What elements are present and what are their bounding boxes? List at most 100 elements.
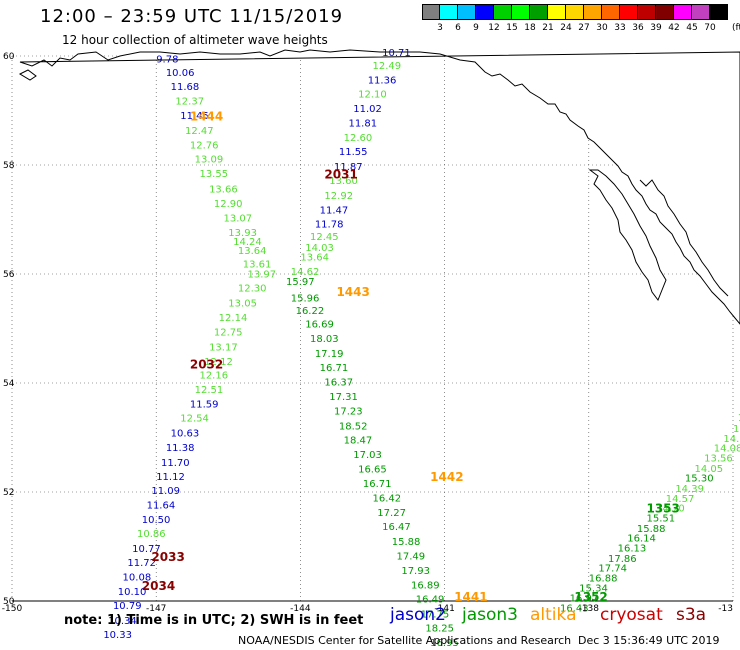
scale-label: 30 bbox=[596, 23, 608, 33]
wave-height-value: 13.55 bbox=[199, 169, 228, 180]
wave-height-value: 16.47 bbox=[382, 522, 411, 533]
wave-height-value: 11.12 bbox=[156, 472, 185, 483]
wave-height-value: 12.75 bbox=[214, 328, 243, 339]
pass-time-label: 1441 bbox=[454, 590, 487, 604]
wave-height-value: 12.10 bbox=[358, 89, 387, 100]
wave-height-value: 17.27 bbox=[377, 508, 406, 519]
scale-label: 27 bbox=[578, 23, 590, 33]
wave-height-value: 17.31 bbox=[329, 392, 358, 403]
wave-height-value: 18.47 bbox=[344, 435, 373, 446]
scale-label: 12 bbox=[488, 23, 500, 33]
wave-height-value: 10.77 bbox=[132, 544, 161, 555]
wave-height-value: 11.09 bbox=[151, 486, 180, 497]
latitude-label: 58 bbox=[3, 161, 15, 171]
scale-swatch bbox=[638, 4, 656, 20]
scale-label: 70 bbox=[704, 23, 716, 33]
pass-time-label: 1353 bbox=[646, 502, 679, 516]
wave-height-value: 11.72 bbox=[127, 558, 156, 569]
wave-height-value: 13.64 bbox=[300, 252, 329, 263]
wave-height-value: 18.03 bbox=[310, 334, 339, 345]
wave-height-value: 15.30 bbox=[685, 474, 714, 485]
satellite-legend-jason2: jason2 bbox=[390, 605, 446, 625]
scale-label: 3 bbox=[437, 23, 443, 33]
wave-height-value: 16.97 bbox=[570, 594, 599, 605]
longitude-label: -13 bbox=[718, 604, 733, 614]
wave-height-value: 10.79 bbox=[113, 601, 142, 612]
scale-label: 21 bbox=[542, 23, 554, 33]
pass-time-label: 1444 bbox=[190, 109, 223, 123]
pass-time-label: 2034 bbox=[142, 579, 175, 593]
scale-swatch bbox=[620, 4, 638, 20]
scale-swatch bbox=[674, 4, 692, 20]
wave-height-value: 11.02 bbox=[353, 104, 382, 115]
wave-height-value: 13.09 bbox=[195, 154, 224, 165]
inner-coast-detail bbox=[639, 179, 729, 297]
wave-height-value: 10.06 bbox=[166, 68, 195, 79]
wave-height-value: 17.19 bbox=[315, 349, 344, 360]
coastline bbox=[18, 49, 740, 325]
generation-timestamp: Dec 3 15:36:49 UTC 2019 bbox=[578, 634, 720, 647]
scale-label: 39 bbox=[650, 23, 662, 33]
scale-swatch bbox=[710, 4, 728, 20]
wave-height-value: 16.71 bbox=[363, 479, 392, 490]
satellite-legend-altika: altika bbox=[530, 605, 577, 625]
wave-height-value: 15.97 bbox=[286, 277, 315, 288]
wave-height-value: 11.38 bbox=[166, 443, 195, 454]
scale-swatch bbox=[458, 4, 476, 20]
latitude-label: 60 bbox=[3, 52, 15, 62]
pass-time-label: 2033 bbox=[151, 550, 184, 564]
wave-height-value: 16.71 bbox=[320, 363, 349, 374]
wave-height-value: 11.68 bbox=[171, 82, 200, 93]
wave-height-value: 10.63 bbox=[171, 428, 200, 439]
wave-height-value: 10.08 bbox=[123, 572, 152, 583]
scale-label: 15 bbox=[506, 23, 518, 33]
graticule bbox=[11, 55, 734, 602]
wave-height-value: 12.54 bbox=[180, 414, 209, 425]
wave-height-value: 12.12 bbox=[204, 357, 233, 368]
wave-height-value: 12.51 bbox=[195, 385, 224, 396]
wave-height-value: 13.97 bbox=[248, 269, 277, 280]
wave-height-value: 11.45 bbox=[180, 111, 209, 122]
scale-label: 45 bbox=[686, 23, 698, 33]
wave-height-value: 10.34 bbox=[108, 616, 137, 627]
wave-height-value: 16.95 bbox=[430, 638, 459, 649]
wave-height-value: 17.86 bbox=[608, 554, 637, 565]
wave-height-value: 14.24 bbox=[233, 237, 262, 248]
scale-swatch bbox=[512, 4, 530, 20]
wave-height-value: 11.64 bbox=[147, 500, 176, 511]
scale-label: 36 bbox=[632, 23, 644, 33]
wave-height-value: 13.16 bbox=[733, 424, 740, 435]
satellite-legend-s3a: s3a bbox=[676, 605, 707, 625]
scale-label: 18 bbox=[524, 23, 536, 33]
wave-height-value: 16.49 bbox=[416, 595, 445, 606]
wave-height-value: 14.08 bbox=[714, 444, 740, 455]
wave-height-value: 15.96 bbox=[291, 293, 320, 304]
scale-swatch bbox=[584, 4, 602, 20]
wave-height-value: 16.89 bbox=[411, 580, 440, 591]
pass-labels-layer: 1444 2031 1443 2032 1442 2033 2034 1441 1353 1352 bbox=[142, 109, 680, 604]
pass-time-label: 1442 bbox=[430, 470, 463, 484]
wave-height-value: 15.34 bbox=[579, 584, 608, 595]
wave-height-value: 18.25 bbox=[425, 624, 454, 635]
scale-swatch bbox=[692, 4, 710, 20]
wave-height-value: 17.93 bbox=[401, 566, 430, 577]
wave-height-value: 16.37 bbox=[324, 378, 353, 389]
wave-height-value: 16.22 bbox=[296, 306, 325, 317]
wave-height-value: 14.39 bbox=[675, 484, 704, 495]
wave-height-value: 10.10 bbox=[118, 587, 147, 598]
latitude-label: 52 bbox=[3, 488, 14, 498]
wave-height-value: 13.05 bbox=[228, 299, 257, 310]
pass-time-label: 1443 bbox=[336, 285, 369, 299]
scale-swatch bbox=[602, 4, 620, 20]
wave-height-value: 11.81 bbox=[348, 118, 377, 129]
latitude-label: 54 bbox=[3, 379, 15, 389]
scale-swatch bbox=[476, 4, 494, 20]
wave-height-value: 16.65 bbox=[358, 464, 387, 475]
wave-height-value: 11.78 bbox=[315, 220, 344, 231]
wave-height-value: 16.14 bbox=[627, 534, 656, 545]
longitude-label: -147 bbox=[146, 604, 166, 614]
scale-swatch bbox=[548, 4, 566, 20]
wave-height-value: 10.50 bbox=[142, 515, 171, 526]
pass-time-label: 2031 bbox=[324, 168, 357, 182]
